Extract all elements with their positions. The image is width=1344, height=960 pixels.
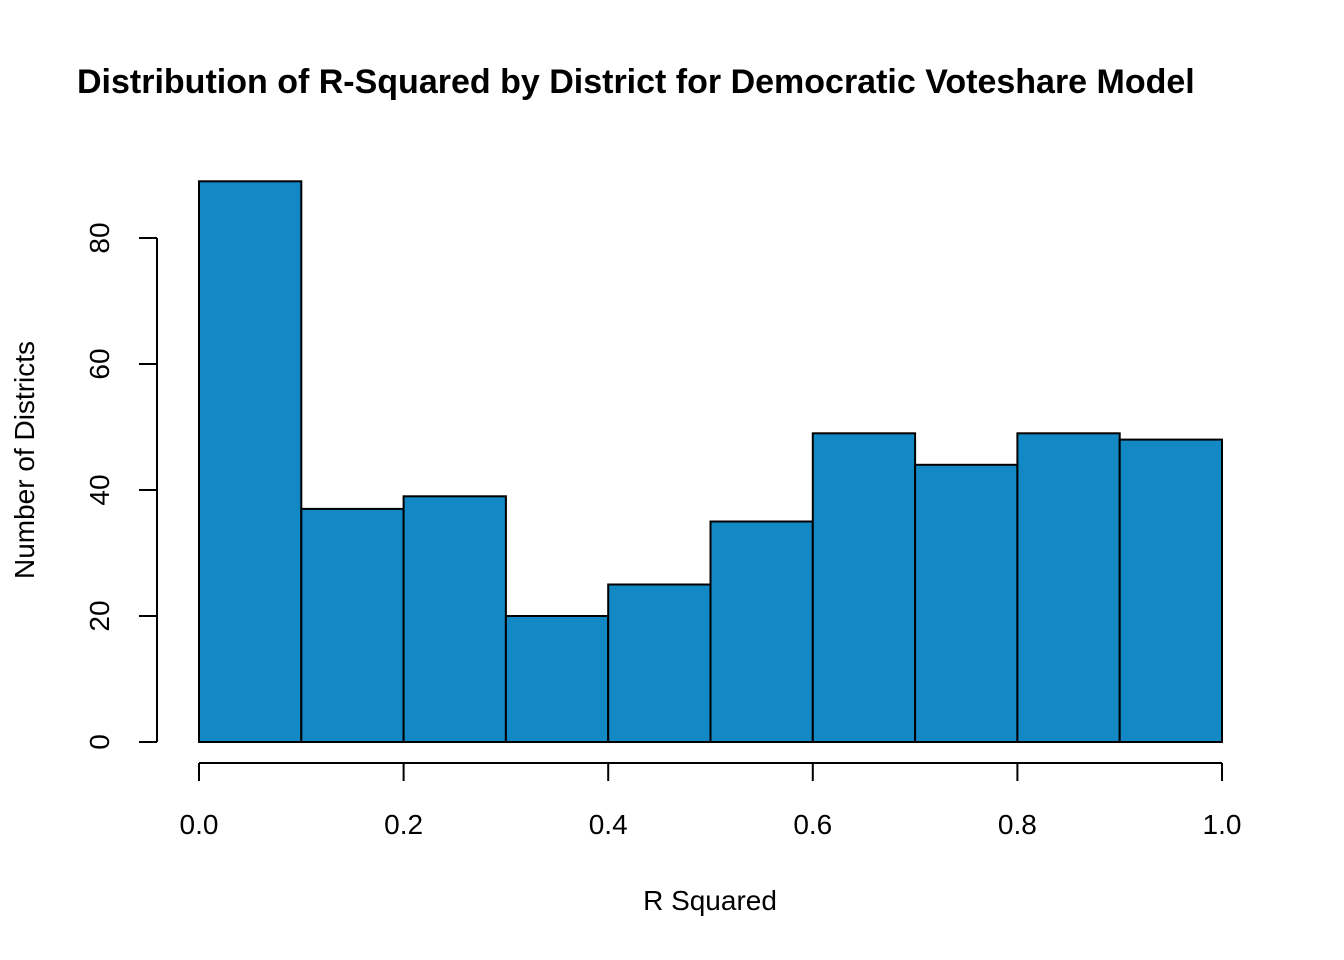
x-tick-label: 0.8 xyxy=(998,809,1037,840)
histogram-bar xyxy=(198,180,303,744)
histogram-bar xyxy=(914,463,1019,743)
histogram-bar xyxy=(1016,432,1121,743)
x-axis-label: R Squared xyxy=(643,885,777,916)
x-axis: 0.0 0.2 0.4 0.6 0.8 1.0 xyxy=(180,762,1242,840)
x-tick-label: 0.4 xyxy=(589,809,628,840)
y-axis: 0 20 40 60 80 xyxy=(84,222,158,750)
histogram-bar xyxy=(811,432,917,743)
histogram-bar xyxy=(402,495,507,743)
y-tick-label: 60 xyxy=(84,348,115,379)
bars-group xyxy=(198,180,1223,744)
histogram-bar xyxy=(709,520,814,743)
chart-title: Distribution of R-Squared by District fo… xyxy=(77,63,1195,101)
x-tick-label: 0.2 xyxy=(384,809,423,840)
x-tick-label: 0.6 xyxy=(793,809,832,840)
y-tick-label: 0 xyxy=(84,734,115,750)
x-tick-label: 1.0 xyxy=(1203,809,1242,840)
y-tick-label: 20 xyxy=(84,600,115,631)
histogram-bar xyxy=(607,583,712,743)
histogram-bar xyxy=(504,615,610,743)
y-axis-label: Number of Districts xyxy=(9,341,40,579)
histogram-bar xyxy=(300,507,405,743)
y-tick-label: 80 xyxy=(84,222,115,253)
x-tick-label: 0.0 xyxy=(180,809,219,840)
histogram-bar xyxy=(1118,438,1223,743)
y-tick-label: 40 xyxy=(84,474,115,505)
